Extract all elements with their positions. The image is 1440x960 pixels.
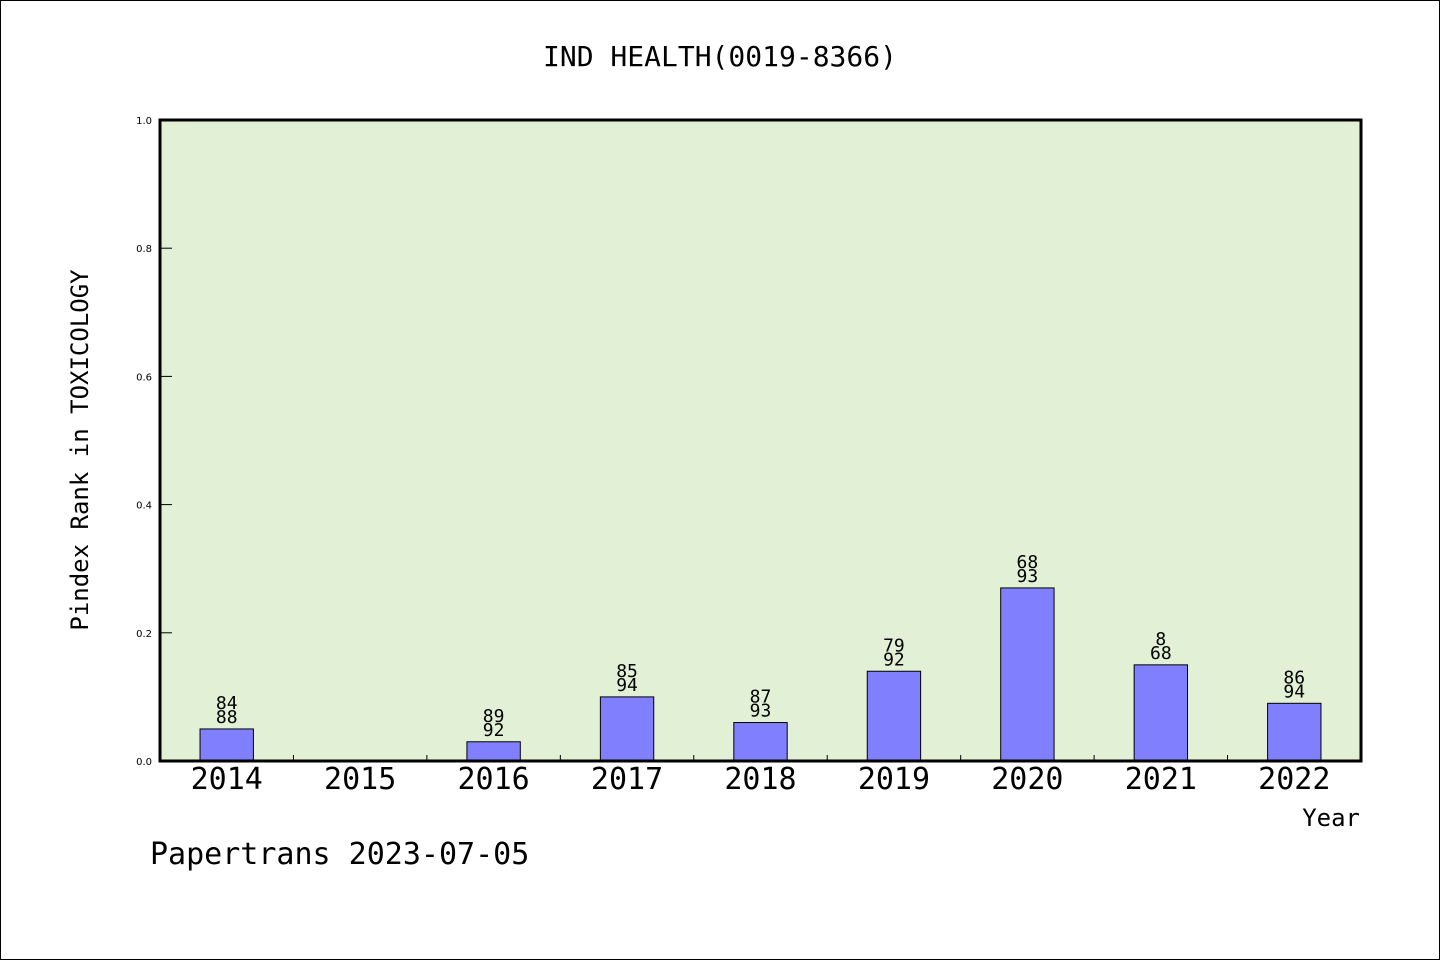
x-tick-label: 2020 <box>991 762 1063 797</box>
x-tick-label: 2022 <box>1258 762 1330 797</box>
bar-label-bottom: 94 <box>616 675 638 696</box>
bar <box>1267 702 1322 762</box>
bar <box>866 670 922 762</box>
bar-label-bottom: 92 <box>883 649 905 670</box>
x-tick-label: 2015 <box>324 762 396 797</box>
bar-label-bottom: 93 <box>750 701 772 722</box>
bar <box>1133 664 1189 762</box>
bar-label-bottom: 88 <box>216 707 238 728</box>
chart-title: IND HEALTH(0019-8366) <box>543 40 897 73</box>
axis-ticks: 0.0 0.2 0.4 0.6 0.8 1.0 2014 2015 2016 2017 2018 20… <box>136 116 1330 797</box>
y-tick-label: 0.2 <box>136 629 152 640</box>
bar-label-top: 84 <box>216 693 238 714</box>
bar-label-top: 89 <box>483 706 505 727</box>
bar <box>1000 587 1055 762</box>
bars <box>199 587 1322 762</box>
y-tick-label: 0.4 <box>136 501 152 512</box>
y-tick-label: 0.8 <box>136 244 152 255</box>
x-tick-label: 2019 <box>858 762 930 797</box>
x-tick-label: 2017 <box>591 762 663 797</box>
bar-label-bottom: 93 <box>1017 566 1039 587</box>
plot-area <box>160 120 1361 761</box>
bar-label-bottom: 68 <box>1150 643 1172 664</box>
footer-credit: Papertrans 2023-07-05 <box>150 837 529 872</box>
bar-label-bottom: 92 <box>483 720 505 741</box>
y-axis-label: Pindex Rank in TOXICOLOGY <box>66 269 94 631</box>
x-tick-label: 2016 <box>457 762 529 797</box>
y-tick-label: 1.0 <box>136 116 152 127</box>
bar-label-top: 86 <box>1283 667 1305 688</box>
x-tick-label: 2018 <box>724 762 796 797</box>
bar-label-top: 85 <box>616 661 638 682</box>
plot-border <box>158 118 1363 763</box>
bar-label-top: 68 <box>1017 552 1039 573</box>
bar-label-bottom: 94 <box>1283 681 1305 702</box>
bar <box>199 728 254 762</box>
x-tick-label: 2014 <box>191 762 263 797</box>
bar <box>466 741 521 762</box>
bar <box>733 722 788 762</box>
bar <box>599 696 655 762</box>
bar-label-top: 79 <box>883 635 905 656</box>
bar-label-top: 87 <box>750 687 772 708</box>
y-tick-label: 0.0 <box>136 757 152 768</box>
bar-label-top: 8 <box>1155 629 1166 650</box>
x-axis-label: Year <box>1302 804 1360 832</box>
x-tick-label: 2021 <box>1125 762 1197 797</box>
y-tick-label: 0.6 <box>136 372 152 383</box>
